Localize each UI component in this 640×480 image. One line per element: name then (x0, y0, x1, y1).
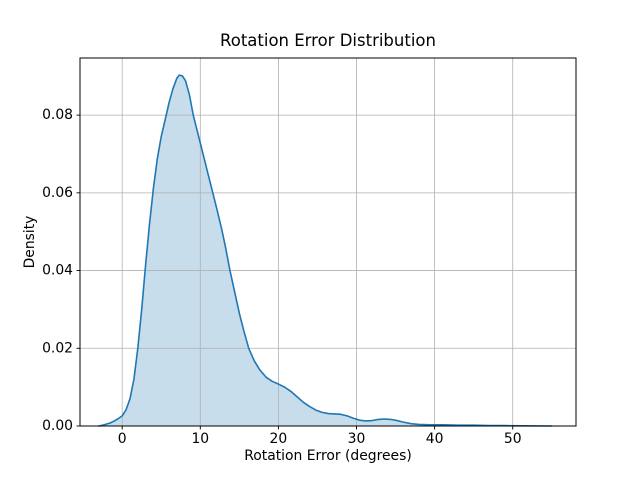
x-tick-label: 50 (504, 431, 522, 447)
kde-fill-area (98, 75, 552, 426)
x-tick-label: 0 (118, 431, 127, 447)
y-tick-label: 0.00 (42, 418, 73, 434)
x-tick-label: 10 (191, 431, 209, 447)
y-tick-label: 0.08 (42, 107, 73, 123)
y-tick-label: 0.04 (42, 263, 73, 279)
tick-labels: 0 10 20 30 40 50 0.00 0.02 0.04 0.06 0.08 (42, 107, 522, 447)
x-axis-label: Rotation Error (degrees) (244, 448, 412, 464)
kde-density-curve (97, 74, 553, 427)
plot-spines (79, 57, 577, 427)
y-axis-label: Density (22, 215, 38, 269)
y-tick-label: 0.06 (42, 185, 73, 201)
y-tick-label: 0.02 (42, 340, 73, 356)
tick-marks (76, 114, 514, 430)
x-tick-label: 40 (426, 431, 444, 447)
chart-title: Rotation Error Distribution (220, 31, 436, 50)
x-tick-label: 20 (270, 431, 288, 447)
x-tick-label: 30 (348, 431, 366, 447)
